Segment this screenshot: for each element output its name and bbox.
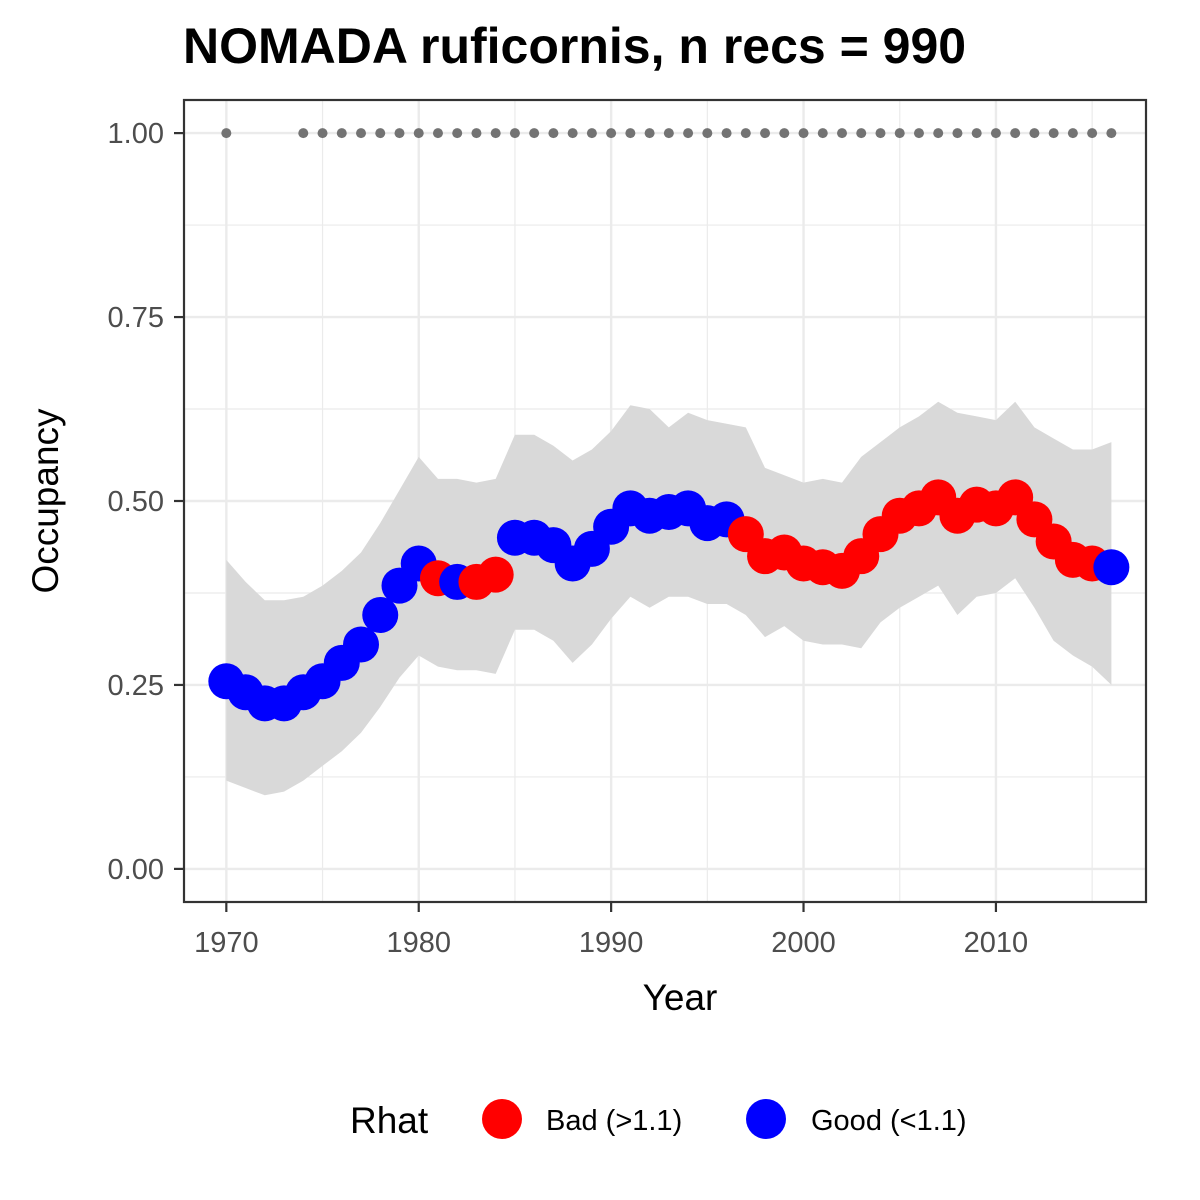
legend-key-bad [482,1099,522,1139]
x-axis-title: Year [643,977,718,1018]
y-tick-label: 1.00 [108,118,164,150]
legend-title: Rhat [350,1100,429,1141]
record-dot [1067,128,1078,139]
record-dot [798,128,809,139]
confidence-ribbon-layer [226,401,1112,796]
record-dot [221,128,232,139]
occupancy-points-layer [208,479,1130,722]
record-dot [1010,128,1021,139]
record-dot [509,128,520,139]
record-dot [817,128,828,139]
record-dot [683,128,694,139]
legend-label-bad: Bad (>1.1) [546,1105,682,1137]
record-dot [432,128,443,139]
record-dot [625,128,636,139]
record-dot [606,128,617,139]
record-dot [356,128,367,139]
record-dot [1087,128,1098,139]
occupancy-point-good [362,597,399,634]
legend-key-good [746,1099,786,1139]
record-dot [471,128,482,139]
record-dot [1106,128,1117,139]
y-tick-label: 0.00 [108,854,164,886]
x-axis: 1970 1980 1990 2000 2010 [194,902,1028,959]
record-dot [413,128,424,139]
x-tick-label: 2000 [771,927,836,959]
legend: Rhat Bad (>1.1) Good (<1.1) [350,1099,967,1141]
record-dot [990,128,1001,139]
records-layer [221,128,1117,139]
y-tick-label: 0.75 [108,302,164,334]
record-dot [894,128,905,139]
occupancy-point-bad [477,556,514,593]
record-dot [952,128,963,139]
y-axis-title: Occupancy [25,408,66,594]
x-tick-label: 1990 [579,927,644,959]
record-dot [702,128,713,139]
confidence-ribbon [226,401,1112,796]
record-dot [529,128,540,139]
record-dot [913,128,924,139]
record-dot [875,128,886,139]
y-tick-label: 0.50 [108,486,164,518]
record-dot [663,128,674,139]
chart-title: NOMADA ruficornis, n recs = 990 [183,18,966,74]
record-dot [394,128,405,139]
record-dot [837,128,848,139]
record-dot [490,128,501,139]
occupancy-point-good [1093,549,1130,586]
record-dot [375,128,386,139]
record-dot [548,128,559,139]
record-dot [644,128,655,139]
record-dot [317,128,328,139]
x-tick-label: 2010 [964,927,1029,959]
record-dot [567,128,578,139]
y-axis: 0.00 0.25 0.50 0.75 1.00 [108,118,184,886]
record-dot [971,128,982,139]
record-dot [452,128,463,139]
record-dot [336,128,347,139]
x-tick-label: 1970 [194,927,259,959]
x-tick-label: 1980 [386,927,451,959]
record-dot [856,128,867,139]
record-dot [740,128,751,139]
legend-label-good: Good (<1.1) [811,1105,967,1137]
record-dot [1048,128,1059,139]
record-dot [1029,128,1040,139]
record-dot [721,128,732,139]
record-dot [298,128,309,139]
record-dot [586,128,597,139]
occupancy-point-good [343,626,380,663]
record-dot [779,128,790,139]
y-tick-label: 0.25 [108,670,164,702]
record-dot [933,128,944,139]
record-dot [760,128,771,139]
